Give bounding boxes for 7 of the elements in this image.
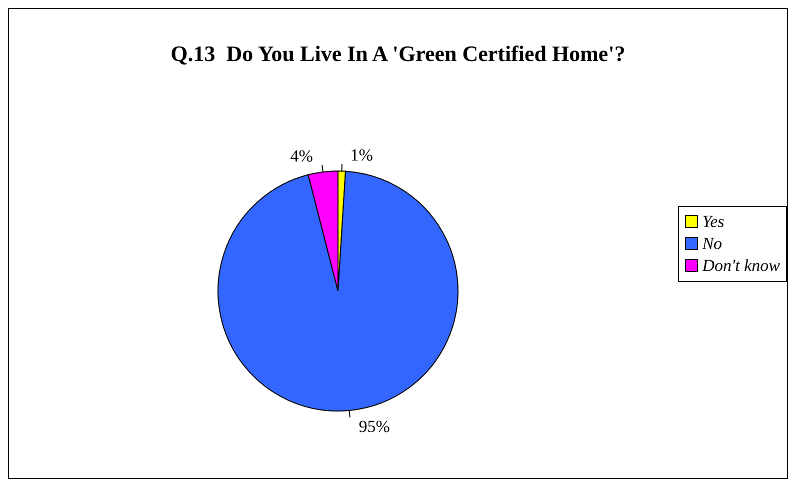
data-label: 4% — [290, 146, 313, 166]
legend-label: Yes — [702, 210, 724, 232]
chart-title: Q.13 Do You Live In A 'Green Certified Home'? — [170, 41, 626, 67]
legend-label: Don't know — [702, 254, 780, 276]
data-label: 95% — [358, 416, 390, 436]
data-label: 1% — [350, 146, 373, 165]
legend-label: No — [702, 232, 722, 254]
